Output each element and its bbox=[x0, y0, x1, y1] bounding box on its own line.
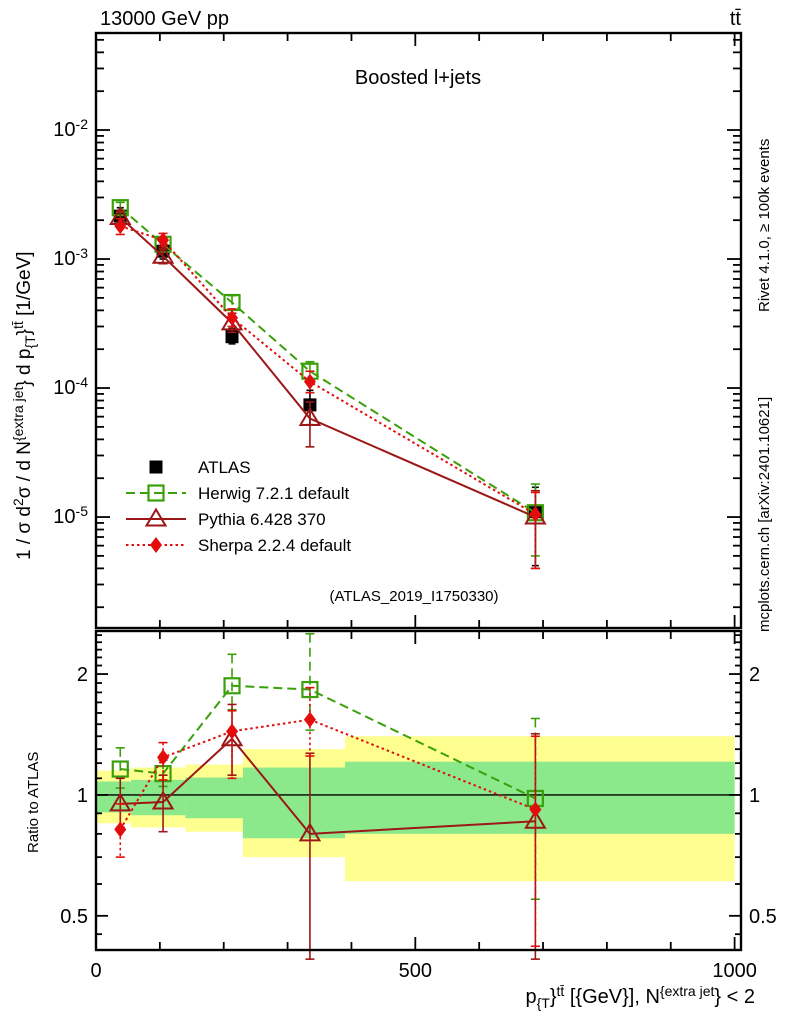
y-tick-label: 10-2 bbox=[53, 116, 88, 141]
ratio-tick-label-left: 0.5 bbox=[60, 906, 88, 928]
header-left-title: 13000 GeV pp bbox=[100, 8, 229, 30]
marker-diamond-filled bbox=[529, 801, 542, 818]
legend-label: Pythia 6.428 370 bbox=[198, 510, 326, 529]
marker-diamond-filled bbox=[303, 373, 316, 390]
ratio-panel-frame bbox=[94, 629, 743, 952]
y-tick-label: 10-3 bbox=[53, 245, 88, 270]
y-tick-label: 10-5 bbox=[53, 503, 88, 528]
marker-diamond-filled bbox=[226, 309, 239, 326]
marker-triangle-open bbox=[151, 244, 175, 264]
legend-label: Sherpa 2.2.4 default bbox=[198, 536, 351, 555]
marker-diamond-filled bbox=[114, 218, 127, 235]
marker-diamond-filled bbox=[114, 821, 127, 838]
y-axis-label: 1 / σ d2σ / d N{extra jet} d p{T}tt̄ [1/… bbox=[10, 251, 38, 560]
data-series bbox=[109, 199, 547, 960]
marker-triangle-open bbox=[524, 809, 547, 829]
ratio-tick-label-left: 1 bbox=[77, 785, 88, 807]
marker-diamond-filled bbox=[529, 506, 542, 523]
ratio-tick-label-left: 2 bbox=[77, 664, 88, 686]
x-axis-label: p{T}tt̄ [{GeV}], N{extra jet} < 2 bbox=[525, 983, 755, 1011]
legend-item-sherpa-2-2-4-default: Sherpa 2.2.4 default bbox=[126, 536, 351, 555]
mcplots-citation-note: mcplots.cern.ch [arXiv:2401.10621] bbox=[756, 397, 773, 632]
uncertainty-bands bbox=[96, 736, 741, 882]
legend-label: ATLAS bbox=[198, 458, 251, 477]
series-atlas bbox=[113, 206, 542, 567]
marker-triangle-open bbox=[298, 407, 322, 427]
x-tick-label: 500 bbox=[399, 960, 432, 982]
band-green-bin-3 bbox=[242, 767, 346, 839]
marker-diamond-filled bbox=[157, 232, 170, 249]
marker-diamond-filled bbox=[150, 537, 162, 553]
axis-labels: p{T}tt̄ [{GeV}], N{extra jet} < 2 1 / σ d… bbox=[10, 251, 755, 1011]
legend-label: Herwig 7.2.1 default bbox=[198, 484, 349, 503]
x-tick-label: 0 bbox=[90, 960, 101, 982]
series-line-main bbox=[119, 216, 536, 518]
x-tick-label: 1000 bbox=[712, 960, 757, 982]
marker-triangle-open bbox=[144, 507, 168, 527]
rivet-version-note: Rivet 4.1.0, ≥ 100k events bbox=[756, 139, 773, 312]
y-tick-label: 10-4 bbox=[53, 374, 88, 399]
ratio-axis-label: Ratio to ATLAS bbox=[25, 752, 42, 853]
marker-diamond-filled bbox=[303, 711, 316, 728]
series-sherpa-2-2-4-default bbox=[114, 218, 542, 948]
marker-square-filled bbox=[225, 330, 239, 344]
marker-square-filled bbox=[149, 460, 163, 474]
band-green-bin-1 bbox=[131, 779, 186, 816]
band-green-bin-2 bbox=[185, 777, 243, 819]
legend: ATLAS Herwig 7.2.1 default Pythia 6.428 37… bbox=[126, 458, 351, 555]
marker-triangle-open bbox=[298, 822, 322, 842]
legend-item-atlas: ATLAS bbox=[149, 458, 251, 477]
plot-inner-title: Boosted l+jets bbox=[355, 67, 481, 89]
marker-square-open bbox=[301, 680, 319, 699]
header-right-process: tt̄ bbox=[730, 8, 742, 30]
series-line-ratio bbox=[119, 718, 536, 831]
marker-diamond-filled bbox=[157, 749, 170, 766]
ratio-tick-label-right: 0.5 bbox=[749, 906, 777, 928]
series-line-main bbox=[119, 206, 536, 514]
marker-triangle-open bbox=[151, 790, 175, 810]
ratio-tick-label-right: 2 bbox=[749, 664, 760, 686]
marker-square-open bbox=[147, 484, 165, 502]
marker-square-open bbox=[111, 760, 129, 778]
band-green-bin-0 bbox=[96, 781, 132, 813]
marker-diamond-filled bbox=[226, 723, 239, 740]
band-green-bin-4 bbox=[345, 761, 735, 834]
ratio-tick-label-right: 1 bbox=[749, 785, 760, 807]
series-line-main bbox=[119, 225, 536, 516]
legend-item-herwig-7-2-1-default: Herwig 7.2.1 default bbox=[126, 484, 349, 503]
main-panel-frame bbox=[94, 31, 743, 630]
watermark-label: (ATLAS_2019_I1750330) bbox=[329, 588, 498, 605]
marker-square-open bbox=[223, 677, 241, 695]
legend-item-pythia-6-428-370: Pythia 6.428 370 bbox=[126, 507, 326, 529]
axis-ticks: 0 500 1000 10-2 10-3 10-4 10-5 0.5 0.5 1 1 2 2 bbox=[53, 33, 777, 982]
